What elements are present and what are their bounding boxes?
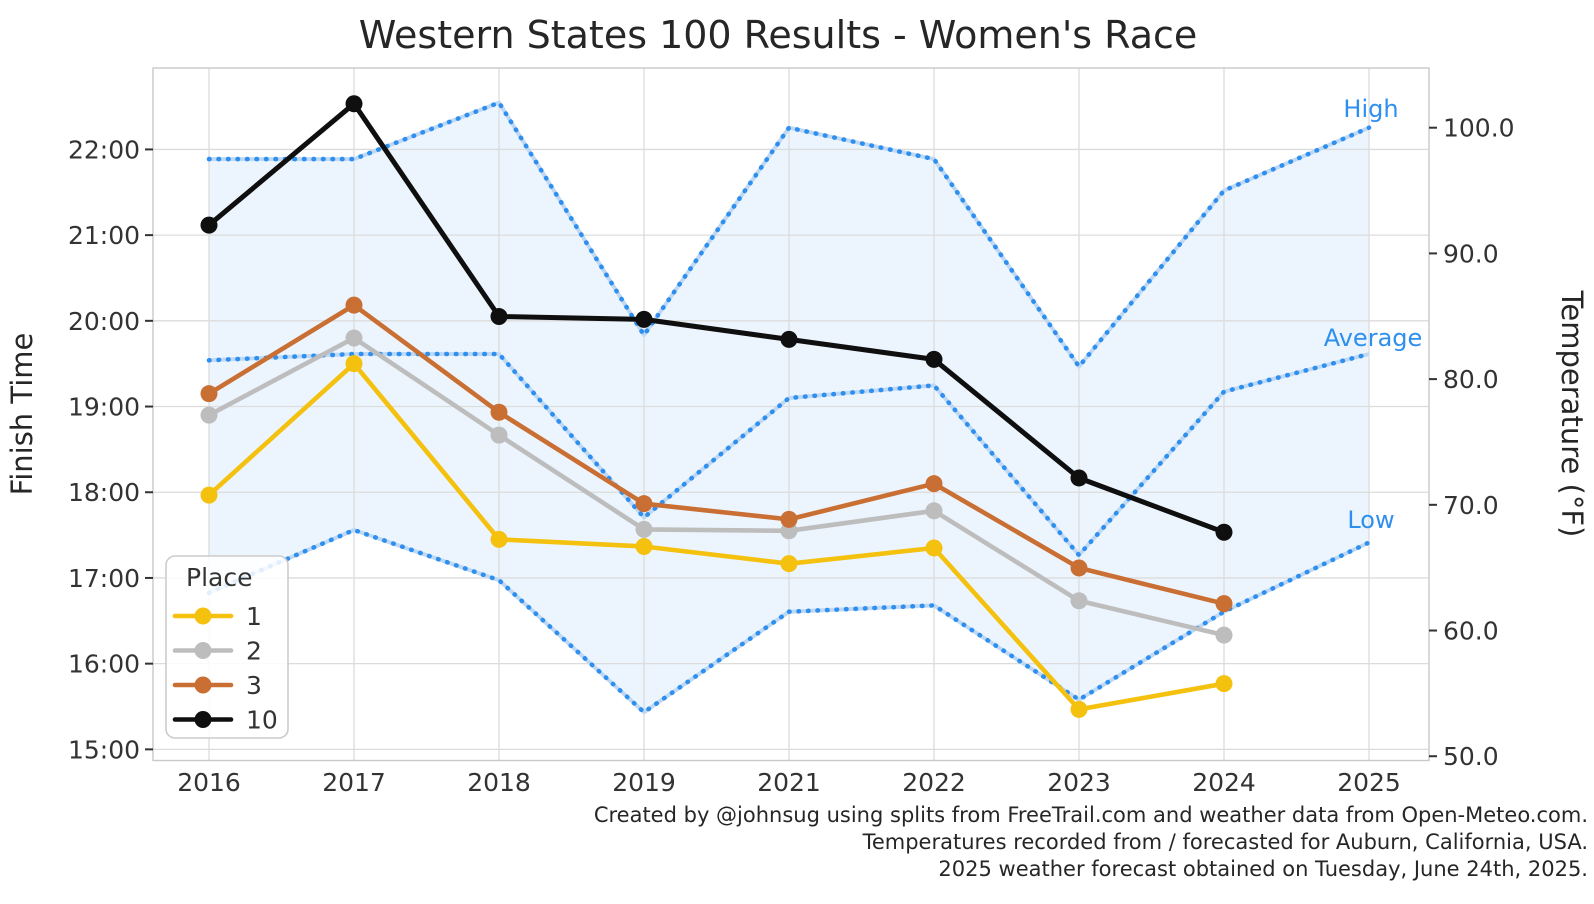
chart-canvas: High Average Low 15:00 16:00 17:00 18:00 19:00 2… — [68, 67, 1515, 797]
data-point-place-1 — [1070, 700, 1088, 718]
footer-forecast-line: 2025 weather forecast obtained on Tuesda… — [938, 857, 1588, 881]
y-right-tick-label: 80.0 — [1443, 365, 1499, 394]
footer-credit-line: Created by @johnsug using splits from Fr… — [594, 803, 1588, 827]
plot-border — [152, 67, 1430, 762]
legend-entry-label-10: 10 — [246, 706, 278, 735]
legend-swatch-dot-10 — [194, 711, 212, 728]
data-point-place-1 — [635, 538, 653, 556]
y-left-axis-label: Finish Time — [5, 333, 39, 496]
data-point-place-10 — [1215, 523, 1233, 541]
data-point-place-2 — [925, 502, 943, 520]
data-point-place-1 — [925, 539, 943, 557]
y-left-tick-label: 15:00 — [68, 735, 140, 764]
y-right-axis-label: Temperature (°F) — [1555, 290, 1589, 538]
data-point-place-10 — [200, 216, 218, 234]
series-line-place-10 — [206, 101, 1227, 535]
data-point-place-2 — [1070, 592, 1088, 610]
x-tick-label: 2016 — [177, 768, 241, 797]
data-point-place-3 — [780, 510, 798, 528]
y-left-tick-label: 16:00 — [68, 650, 140, 679]
x-tick-label: 2017 — [322, 768, 386, 797]
temp-line-low — [206, 527, 1372, 715]
y-right-tick-label: 70.0 — [1443, 491, 1499, 520]
data-point-place-3 — [200, 385, 218, 403]
data-point-place-10 — [780, 330, 798, 348]
data-point-place-3 — [345, 296, 363, 314]
y-left-tick-label: 21:00 — [68, 221, 140, 250]
chart-title: Western States 100 Results - Women's Rac… — [359, 13, 1198, 57]
x-tick-label: 2023 — [1047, 768, 1111, 797]
legend-swatch-dot-2 — [194, 642, 212, 659]
legend-entry-label-3: 3 — [246, 671, 262, 700]
x-tick-label: 2021 — [757, 768, 821, 797]
data-point-place-1 — [345, 355, 363, 373]
data-point-place-2 — [490, 426, 508, 444]
temp-label-average: Average — [1324, 324, 1423, 352]
data-point-place-1 — [1215, 675, 1233, 693]
y-right-tick-label: 60.0 — [1443, 617, 1499, 646]
series-line-place-3 — [206, 302, 1227, 607]
footer-location-line: Temperatures recorded from / forecasted … — [862, 830, 1588, 854]
data-point-place-3 — [635, 495, 653, 513]
y-left-tick-label: 18:00 — [68, 478, 140, 507]
data-point-place-2 — [1215, 626, 1233, 644]
data-point-place-3 — [925, 475, 943, 493]
temp-label-low: Low — [1347, 506, 1394, 534]
data-point-place-1 — [780, 555, 798, 573]
data-point-place-10 — [345, 95, 363, 113]
legend-entry-label-1: 1 — [246, 602, 262, 631]
data-point-place-10 — [925, 350, 943, 368]
data-point-place-2 — [635, 520, 653, 538]
series-line-place-1 — [206, 361, 1227, 712]
y-right-tick-label: 50.0 — [1443, 742, 1499, 771]
data-point-place-1 — [490, 530, 508, 548]
data-point-place-2 — [345, 329, 363, 347]
legend-swatch-dot-3 — [194, 676, 212, 694]
legend-title: Place — [186, 563, 252, 592]
temp-label-high: High — [1343, 95, 1398, 123]
y-left-tick-label: 19:00 — [68, 393, 140, 422]
y-left-tick-label: 20:00 — [68, 307, 140, 336]
data-point-place-3 — [490, 403, 508, 421]
legend-entry-label-2: 2 — [246, 637, 262, 666]
temp-line-high — [206, 100, 1372, 369]
data-point-place-3 — [1215, 595, 1233, 613]
legend-swatch-dot-1 — [194, 607, 212, 625]
data-point-place-10 — [635, 310, 653, 328]
legend-box — [165, 555, 289, 739]
y-right-tick-label: 90.0 — [1443, 239, 1499, 268]
data-point-place-10 — [490, 308, 508, 326]
y-left-tick-label: 17:00 — [68, 564, 140, 593]
y-left-tick-label: 22:00 — [68, 135, 140, 164]
data-point-place-3 — [1070, 559, 1088, 577]
x-tick-label: 2022 — [902, 768, 966, 797]
x-tick-label: 2018 — [467, 768, 531, 797]
series-line-place-2 — [206, 335, 1227, 638]
x-tick-label: 2019 — [612, 768, 676, 797]
x-tick-label: 2025 — [1337, 768, 1401, 797]
data-point-place-1 — [200, 486, 218, 504]
temp-line-underlay-average — [208, 352, 1370, 558]
x-tick-label: 2024 — [1192, 768, 1256, 797]
data-point-place-10 — [1070, 469, 1088, 487]
y-right-tick-label: 100.0 — [1443, 114, 1515, 143]
data-point-place-2 — [200, 406, 218, 424]
